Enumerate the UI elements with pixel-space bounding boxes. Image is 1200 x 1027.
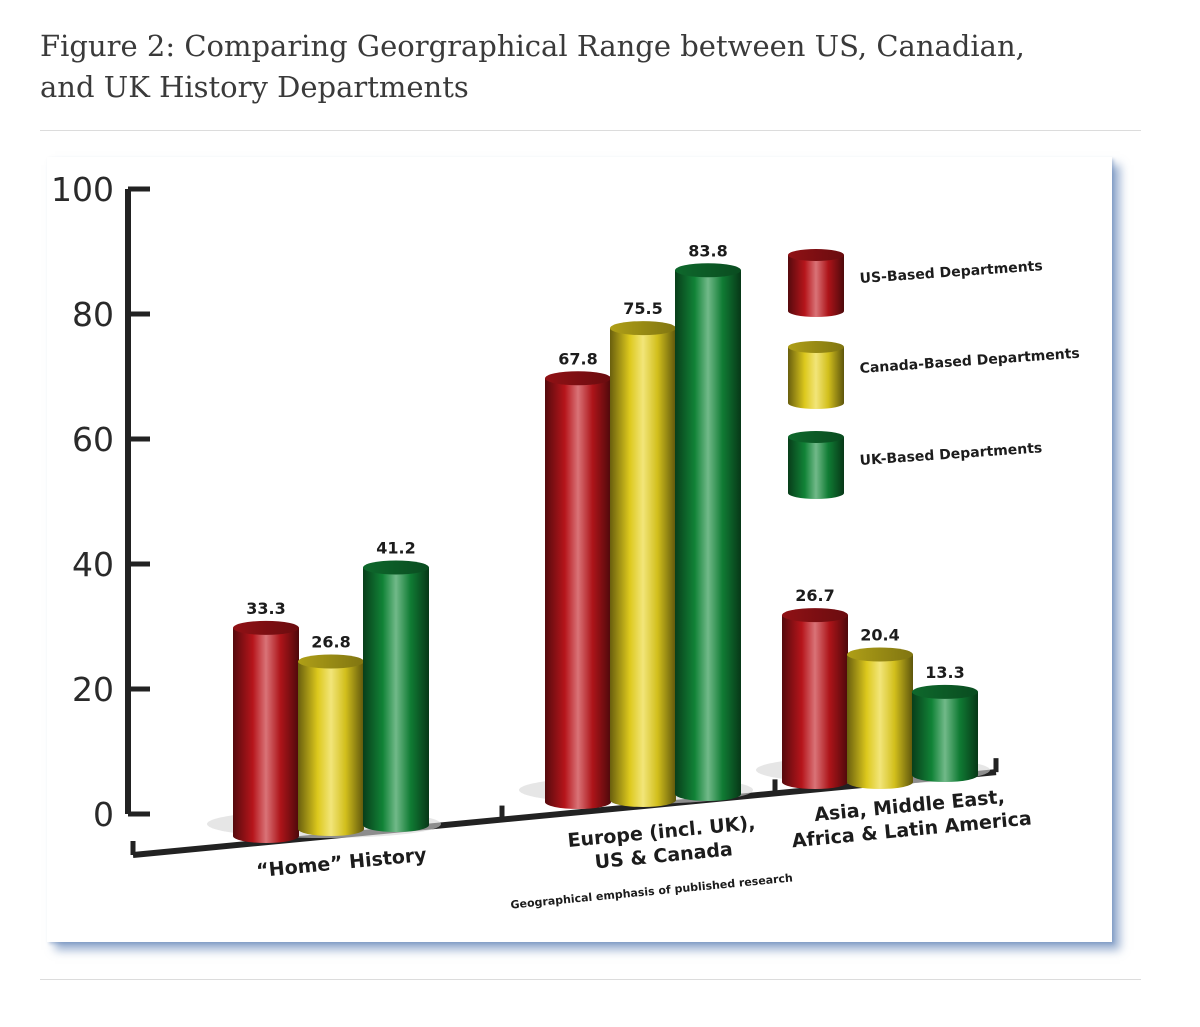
bar-2-3: [675, 263, 741, 801]
legend-swatch-top: [788, 341, 844, 353]
bar-value-label: 20.4: [860, 626, 899, 645]
bar-value-label: 26.8: [311, 633, 350, 652]
bar-body: [610, 328, 676, 807]
bar-value-label: 33.3: [246, 599, 285, 618]
bar-value-label: 67.8: [558, 349, 597, 368]
legend-item-2: Canada-Based Departments: [788, 341, 1080, 409]
bar-body: [847, 654, 913, 789]
bottom-divider: [40, 979, 1141, 980]
legend-label: UK-Based Departments: [859, 440, 1043, 469]
bar-value-label: 75.5: [623, 299, 662, 318]
legend-swatch-top: [788, 431, 844, 443]
x-axis-title: Geographical emphasis of published resea…: [510, 871, 793, 911]
bar-value-label: 41.2: [376, 539, 415, 558]
y-tick-label: 0: [93, 795, 114, 834]
bar-top: [298, 654, 364, 669]
bar-1-3: [363, 560, 429, 832]
y-tick-label: 60: [72, 420, 114, 459]
y-tick-label: 40: [72, 545, 114, 584]
bar-1-1: [233, 620, 299, 843]
y-tick-label: 80: [72, 295, 114, 334]
bar-value-label: 13.3: [925, 663, 964, 682]
y-tick-label: 20: [72, 670, 114, 709]
legend-item-1: US-Based Departments: [788, 249, 1043, 317]
bar-1-2: [298, 654, 364, 836]
bar-3-1: [782, 608, 848, 789]
bar-body: [233, 627, 299, 843]
bar-top: [675, 263, 741, 278]
bar-top: [363, 560, 429, 575]
bar-body: [298, 661, 364, 836]
bar-top: [912, 684, 978, 699]
bar-value-label: 26.7: [795, 586, 834, 605]
bar-value-label: 83.8: [688, 241, 727, 260]
bar-2-2: [610, 321, 676, 807]
legend-item-3: UK-Based Departments: [788, 431, 1043, 499]
bar-3-3: [912, 684, 978, 782]
bar-top: [610, 321, 676, 336]
top-divider: [40, 130, 1141, 131]
bar-top: [545, 371, 611, 386]
bar-top: [233, 620, 299, 635]
bar-body: [675, 270, 741, 801]
legend-swatch: [788, 437, 844, 499]
y-tick-label: 100: [51, 170, 114, 209]
bar-2-1: [545, 371, 611, 809]
bar-body: [782, 615, 848, 789]
figure-title-line-2: and UK History Departments: [40, 70, 469, 104]
bar-3-2: [847, 647, 913, 789]
x-category-label: “Home” History: [255, 844, 428, 882]
legend-swatch: [788, 347, 844, 409]
figure-title-line-1: Figure 2: Comparing Georgraphical Range …: [40, 29, 1025, 63]
legend-label: US-Based Departments: [859, 258, 1043, 287]
legend-swatch-top: [788, 249, 844, 261]
bar-body: [912, 691, 978, 782]
legend-label: Canada-Based Departments: [859, 346, 1080, 377]
x-category-label: Asia, Middle East,Africa & Latin America: [789, 784, 1033, 853]
figure-title: Figure 2: Comparing Georgraphical Range …: [40, 26, 1040, 108]
bar-body: [545, 378, 611, 809]
bar-body: [363, 567, 429, 832]
legend-swatch: [788, 255, 844, 317]
bar-top: [782, 608, 848, 623]
bar-top: [847, 647, 913, 662]
x-category-label: Europe (incl. UK),US & Canada: [567, 812, 759, 876]
